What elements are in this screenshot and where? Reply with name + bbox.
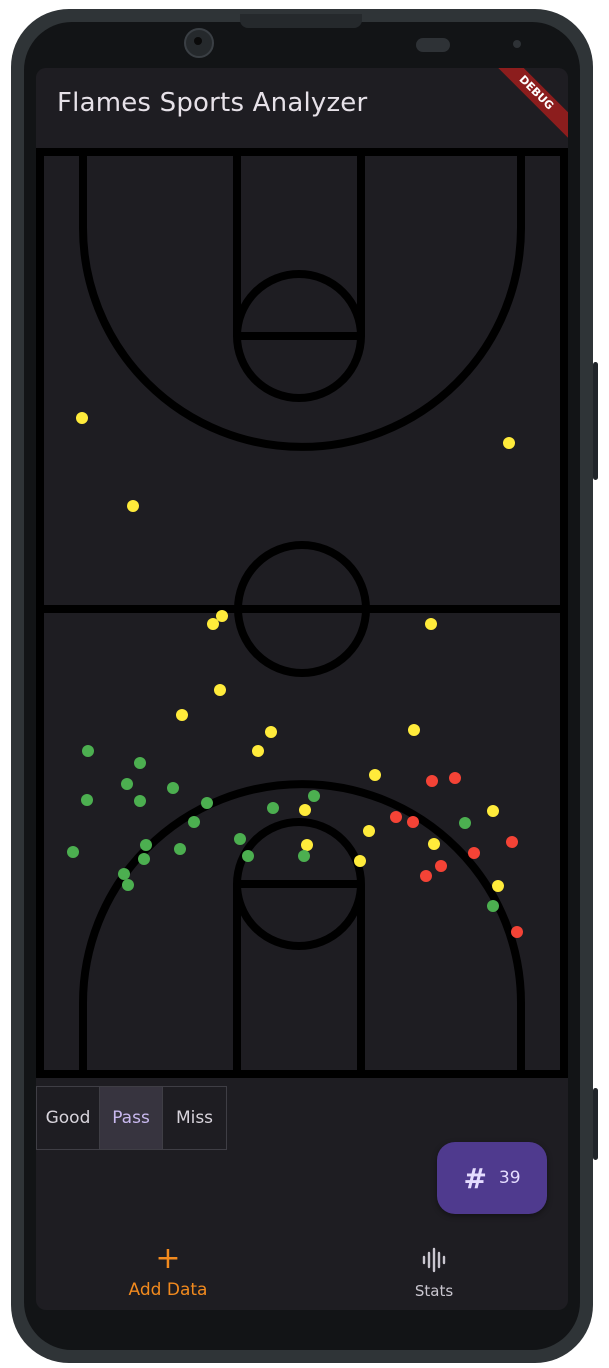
debug-banner: DEBUG <box>487 68 568 142</box>
court-lines <box>36 148 568 1078</box>
shot-marker-miss <box>390 811 402 823</box>
nav-stats-label: Stats <box>414 1282 454 1300</box>
three-point-line-top <box>79 152 525 451</box>
volume-button <box>593 362 598 480</box>
nav-stats[interactable]: Stats <box>354 1244 514 1300</box>
shot-marker-good <box>298 850 310 862</box>
shot-marker-good <box>140 839 152 851</box>
notch <box>240 14 362 28</box>
plus-icon: + <box>155 1241 181 1276</box>
shot-marker-pass <box>492 880 504 892</box>
paint-bottom <box>233 880 365 1074</box>
speaker-grille <box>416 38 450 52</box>
shot-marker-good <box>134 795 146 807</box>
shot-marker-pass <box>503 437 515 449</box>
nav-add-data-label: Add Data <box>128 1280 208 1300</box>
shot-marker-pass <box>369 769 381 781</box>
shot-marker-pass <box>299 804 311 816</box>
segment-miss[interactable]: Miss <box>175 1108 214 1128</box>
shot-marker-miss <box>511 926 523 938</box>
hash-icon: # <box>463 1161 487 1195</box>
shot-marker-good <box>67 846 79 858</box>
shot-markers <box>67 412 523 938</box>
shot-marker-miss <box>449 772 461 784</box>
shot-marker-pass <box>408 724 420 736</box>
proximity-sensor <box>513 40 521 48</box>
court-canvas[interactable] <box>36 148 568 1078</box>
shot-marker-pass <box>425 618 437 630</box>
shot-marker-good <box>174 843 186 855</box>
shot-marker-pass <box>207 618 219 630</box>
shot-marker-good <box>242 850 254 862</box>
shot-type-selector[interactable]: Good Pass Miss <box>36 1086 227 1150</box>
shot-marker-good <box>122 879 134 891</box>
basketball-court[interactable] <box>36 148 568 1078</box>
shot-marker-good <box>188 816 200 828</box>
shot-marker-miss <box>426 775 438 787</box>
shot-marker-good <box>167 782 179 794</box>
free-throw-circle-top <box>233 270 365 402</box>
shot-marker-pass <box>363 825 375 837</box>
shot-marker-good <box>267 802 279 814</box>
nav-add-data[interactable]: + Add Data <box>88 1241 248 1301</box>
shot-marker-pass <box>487 805 499 817</box>
shot-marker-good <box>487 900 499 912</box>
shot-marker-good <box>81 794 93 806</box>
segment-pass[interactable]: Pass <box>100 1087 163 1149</box>
paint-top <box>233 152 365 340</box>
shot-marker-pass <box>301 839 313 851</box>
shot-marker-miss <box>506 836 518 848</box>
shot-count-button[interactable]: # 39 <box>437 1142 547 1214</box>
shot-marker-good <box>234 833 246 845</box>
shot-marker-miss <box>435 860 447 872</box>
bottom-navigation: + Add Data Stats <box>36 1228 568 1310</box>
shot-marker-pass <box>354 855 366 867</box>
shot-marker-pass <box>176 709 188 721</box>
shot-marker-miss <box>468 847 480 859</box>
shot-marker-good <box>82 745 94 757</box>
center-circle <box>234 541 370 677</box>
shot-marker-miss <box>407 816 419 828</box>
shot-marker-good <box>134 757 146 769</box>
segment-good[interactable]: Good <box>37 1087 100 1149</box>
shot-marker-good <box>201 797 213 809</box>
power-button <box>593 1088 598 1160</box>
shot-marker-good <box>118 868 130 880</box>
app-screen: Flames Sports Analyzer DEBUG Good Pass M… <box>36 68 568 1310</box>
shot-marker-good <box>459 817 471 829</box>
app-title: Flames Sports Analyzer <box>57 88 368 118</box>
shot-count: 39 <box>498 1168 521 1188</box>
shot-marker-pass <box>252 745 264 757</box>
three-point-line-bottom <box>79 780 525 1074</box>
app-bar: Flames Sports Analyzer DEBUG <box>36 68 568 146</box>
shot-marker-pass <box>76 412 88 424</box>
free-throw-circle-bottom <box>233 818 365 950</box>
shot-marker-pass <box>216 610 228 622</box>
camera-icon <box>184 28 214 58</box>
shot-marker-good <box>121 778 133 790</box>
shot-marker-pass <box>127 500 139 512</box>
shot-marker-miss <box>420 870 432 882</box>
shot-marker-pass <box>428 838 440 850</box>
shot-marker-pass <box>214 684 226 696</box>
shot-marker-good <box>138 853 150 865</box>
shot-marker-pass <box>265 726 277 738</box>
waveform-icon <box>354 1244 514 1274</box>
shot-marker-good <box>308 790 320 802</box>
